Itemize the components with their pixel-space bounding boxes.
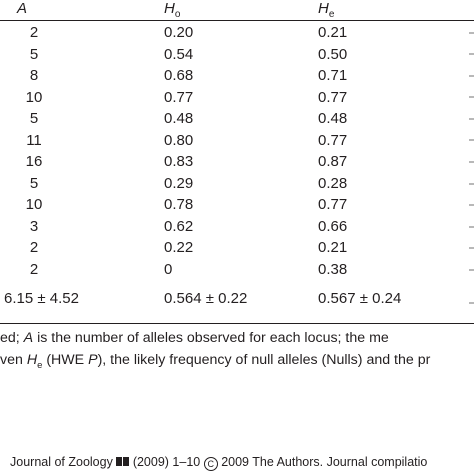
copyright-icon: C: [203, 457, 218, 471]
cell-alleles: 5: [29, 45, 39, 63]
cell-expected-heterozygosity: 0.21: [318, 239, 348, 256]
cell-alleles: 2: [29, 24, 39, 41]
cell-alleles: 3: [29, 217, 39, 235]
cell-expected-heterozygosity: 0.48: [318, 110, 348, 127]
clipped-column-mark: [469, 247, 474, 249]
clipped-column-mark: [469, 96, 474, 98]
clipped-column-mark: [469, 302, 474, 304]
table-bottom-rule: [0, 323, 474, 324]
table-row: 16 0.83 0.87: [0, 151, 474, 173]
clipped-column-mark: [469, 269, 474, 271]
table-row: 5 0.29 0.28: [0, 173, 474, 195]
header-observed-heterozygosity: Ho: [164, 0, 181, 20]
header-rule: [0, 20, 474, 21]
cell-alleles: 10: [25, 88, 43, 106]
cell-alleles: 8: [29, 67, 39, 84]
cell-observed-heterozygosity: 0: [164, 260, 173, 278]
cell-expected-heterozygosity: 0.28: [318, 174, 348, 192]
clipped-column-mark: [469, 183, 474, 185]
table-row: 5 0.48 0.48: [0, 108, 474, 130]
cell-observed-heterozygosity: 0.48: [164, 110, 194, 127]
table-row: 5 0.54 0.50: [0, 44, 474, 66]
cell-observed-heterozygosity: 0.20: [164, 24, 194, 41]
cell-expected-heterozygosity: 0.21: [318, 24, 348, 41]
table-row: 2 0 0.38: [0, 259, 474, 281]
summary-observed-heterozygosity: 0.564 ± 0.22: [164, 290, 248, 307]
cell-observed-heterozygosity: 0.29: [164, 174, 194, 192]
cell-expected-heterozygosity: 0.38: [318, 260, 348, 278]
table-row: 10 0.77 0.77: [0, 87, 474, 109]
cell-expected-heterozygosity: 0.77: [318, 131, 348, 149]
cell-expected-heterozygosity: 0.87: [318, 153, 348, 170]
volume-placeholder-icon: [116, 457, 129, 466]
clipped-column-mark: [469, 75, 474, 77]
table-footnote-line-2: ven He (HWE P), the likely frequency of …: [0, 352, 431, 371]
cell-alleles: 16: [25, 153, 43, 170]
journal-copyright-text: 2009 The Authors. Journal compilatio: [221, 455, 428, 469]
cell-observed-heterozygosity: 0.62: [164, 217, 194, 235]
cell-expected-heterozygosity: 0.71: [318, 67, 348, 84]
clipped-column-mark: [469, 204, 474, 206]
table-row: 8 0.68 0.71: [0, 65, 474, 87]
cell-observed-heterozygosity: 0.22: [164, 239, 194, 256]
table-row: 11 0.80 0.77: [0, 130, 474, 152]
cell-alleles: 2: [29, 239, 39, 256]
cell-alleles: 5: [29, 110, 39, 127]
cell-alleles: 5: [29, 174, 39, 192]
summary-row: 6.15 ± 4.52 0.564 ± 0.22 0.567 ± 0.24: [0, 288, 474, 310]
journal-name: Journal of Zoology: [10, 455, 113, 469]
cell-expected-heterozygosity: 0.50: [318, 45, 348, 63]
clipped-column-mark: [469, 139, 474, 141]
table-row: 3 0.62 0.66: [0, 216, 474, 238]
cell-observed-heterozygosity: 0.77: [164, 88, 194, 106]
cell-observed-heterozygosity: 0.78: [164, 196, 194, 213]
cell-alleles: 11: [26, 131, 42, 149]
cell-alleles: 2: [29, 260, 39, 278]
table-header: A Ho He: [0, 0, 474, 20]
cell-expected-heterozygosity: 0.77: [318, 196, 348, 213]
header-expected-heterozygosity: He: [318, 0, 335, 20]
clipped-column-mark: [469, 32, 474, 34]
summary-alleles: 6.15 ± 4.52: [4, 290, 79, 307]
journal-citation-footer: Journal of Zoology (2009) 1–10 C 2009 Th…: [10, 455, 427, 471]
clipped-column-mark: [469, 161, 474, 163]
summary-expected-heterozygosity: 0.567 ± 0.24: [318, 290, 402, 307]
cell-observed-heterozygosity: 0.83: [164, 153, 194, 170]
table-footnote-line-1: ed; A is the number of alleles observed …: [0, 330, 389, 346]
table-row: 2 0.20 0.21: [0, 22, 474, 44]
header-alleles: A: [17, 0, 28, 17]
cell-observed-heterozygosity: 0.68: [164, 67, 194, 84]
clipped-column-mark: [469, 226, 474, 228]
clipped-column-mark: [469, 118, 474, 120]
table-body: 2 0.20 0.21 5 0.54 0.50 8 0.68 0.71 10 0.77 0.77 5 0.…: [0, 22, 474, 310]
table-row: 10 0.78 0.77: [0, 194, 474, 216]
cell-expected-heterozygosity: 0.77: [318, 88, 348, 106]
cell-alleles: 10: [25, 196, 43, 213]
clipped-column-mark: [469, 53, 474, 55]
journal-year-pages: (2009) 1–10: [132, 455, 201, 469]
cell-observed-heterozygosity: 0.54: [164, 45, 194, 63]
cell-expected-heterozygosity: 0.66: [318, 217, 348, 235]
table-row: 2 0.22 0.21: [0, 237, 474, 259]
cell-observed-heterozygosity: 0.80: [164, 131, 194, 149]
